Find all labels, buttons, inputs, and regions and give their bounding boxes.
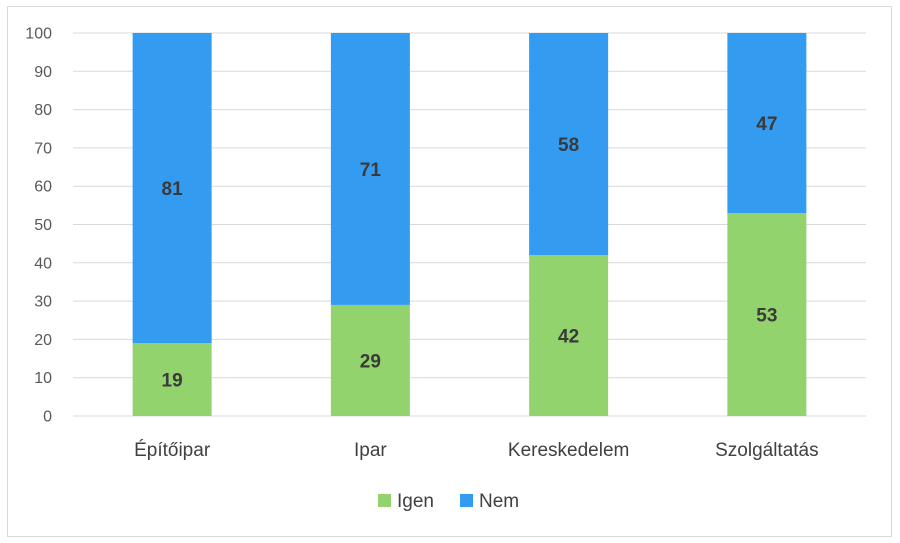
data-label: 58 (558, 135, 579, 156)
y-tick-label: 20 (34, 332, 52, 349)
bar-nem-segment (132, 33, 212, 344)
x-category-label: Szolgáltatás (715, 440, 819, 461)
y-tick-label: 30 (34, 294, 52, 311)
y-tick-label: 100 (25, 26, 52, 43)
bar-igen-segment (727, 213, 807, 416)
data-label: 71 (360, 160, 382, 181)
x-axis-categories: Építőipar Ipar Kereskedelem Szolgáltatás (134, 440, 819, 461)
legend-swatch-igen (378, 494, 391, 507)
legend-label-nem: Nem (479, 491, 519, 512)
x-category-label: Építőipar (134, 440, 211, 461)
x-category-label: Kereskedelem (508, 440, 629, 461)
legend: Igen Nem (378, 491, 519, 512)
y-tick-label: 40 (34, 255, 52, 272)
y-tick-label: 0 (43, 409, 52, 426)
y-tick-label: 80 (34, 102, 52, 119)
legend-swatch-nem (460, 494, 473, 507)
data-label: 81 (162, 179, 184, 200)
data-label: 47 (756, 114, 777, 135)
y-tick-label: 70 (34, 140, 52, 157)
x-category-label: Ipar (354, 440, 387, 461)
y-tick-label: 10 (34, 370, 52, 387)
data-label: 53 (756, 306, 777, 327)
bar-igen-segment (330, 304, 410, 416)
y-tick-label: 60 (34, 179, 52, 196)
bar-nem-segment (330, 33, 410, 305)
bar-nem-segment (529, 33, 609, 256)
bars (132, 33, 807, 416)
data-label: 29 (360, 351, 381, 372)
data-labels: 19 81 29 71 42 58 53 47 (162, 114, 778, 392)
bar-igen-segment (132, 343, 212, 416)
y-tick-label: 50 (34, 217, 52, 234)
legend-label-igen: Igen (397, 491, 434, 512)
bar-nem-segment (727, 33, 807, 214)
data-label: 42 (558, 327, 579, 348)
y-tick-label: 90 (34, 64, 52, 81)
data-label: 19 (162, 371, 183, 392)
bar-igen-segment (529, 255, 609, 416)
y-axis-ticks: 0 10 20 30 40 50 60 70 80 90 100 (25, 26, 52, 426)
